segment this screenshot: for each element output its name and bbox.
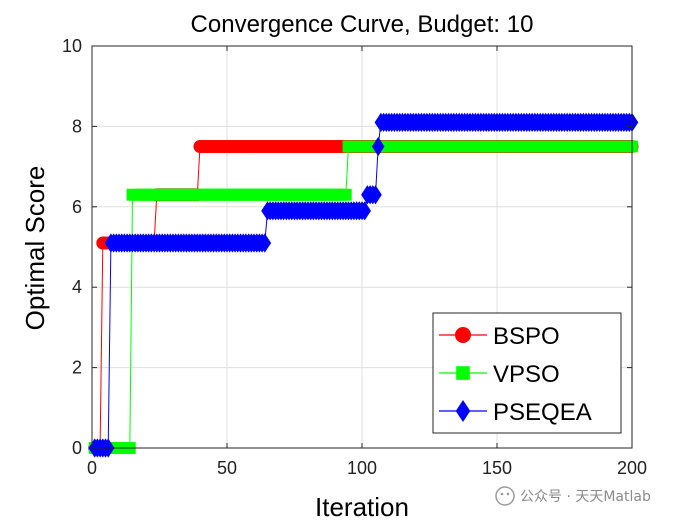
legend-marker-bspo — [455, 327, 471, 343]
legend-marker-vpso — [456, 366, 470, 380]
data-point-pseqea — [371, 136, 385, 157]
data-point-vpso — [339, 188, 352, 201]
series-pseqea — [88, 112, 639, 458]
x-tick-label: 200 — [617, 458, 647, 478]
legend-label-vpso: VPSO — [493, 361, 560, 388]
y-axis-label: Optimal Score — [20, 166, 50, 331]
legend-label-pseqea: PSEQEA — [493, 399, 592, 426]
wechat-icon — [495, 486, 515, 506]
wechat-icon-eye — [500, 492, 504, 496]
legend: BSPO VPSO PSEQEA — [432, 312, 622, 434]
y-tick-label: 6 — [72, 197, 82, 217]
watermark-text: 公众号 · 天天Matlab — [520, 489, 651, 505]
y-tick-label: 8 — [72, 116, 82, 136]
y-tick-label: 2 — [72, 358, 82, 378]
x-axis-label: Iteration — [315, 492, 409, 522]
legend-label-bspo: BSPO — [493, 323, 560, 350]
x-tick-label: 150 — [482, 458, 512, 478]
data-point-pseqea — [369, 185, 382, 205]
legend-marker-pseqea — [455, 399, 471, 423]
data-point-pseqea — [358, 201, 371, 221]
wechat-icon-eye — [506, 492, 510, 496]
x-tick-label: 0 — [87, 458, 97, 478]
x-tick-label: 50 — [217, 458, 237, 478]
y-tick-label: 4 — [72, 277, 82, 297]
x-tick-label: 100 — [347, 458, 377, 478]
watermark: 公众号 · 天天Matlab — [495, 486, 651, 506]
axis-ticks: 0 50 100 150 200 0 2 4 6 8 10 — [62, 36, 647, 478]
y-tick-label: 0 — [72, 438, 82, 458]
data-point-pseqea — [258, 233, 272, 253]
y-tick-label: 10 — [62, 36, 82, 56]
chart-title: Convergence Curve, Budget: 10 — [191, 11, 534, 38]
